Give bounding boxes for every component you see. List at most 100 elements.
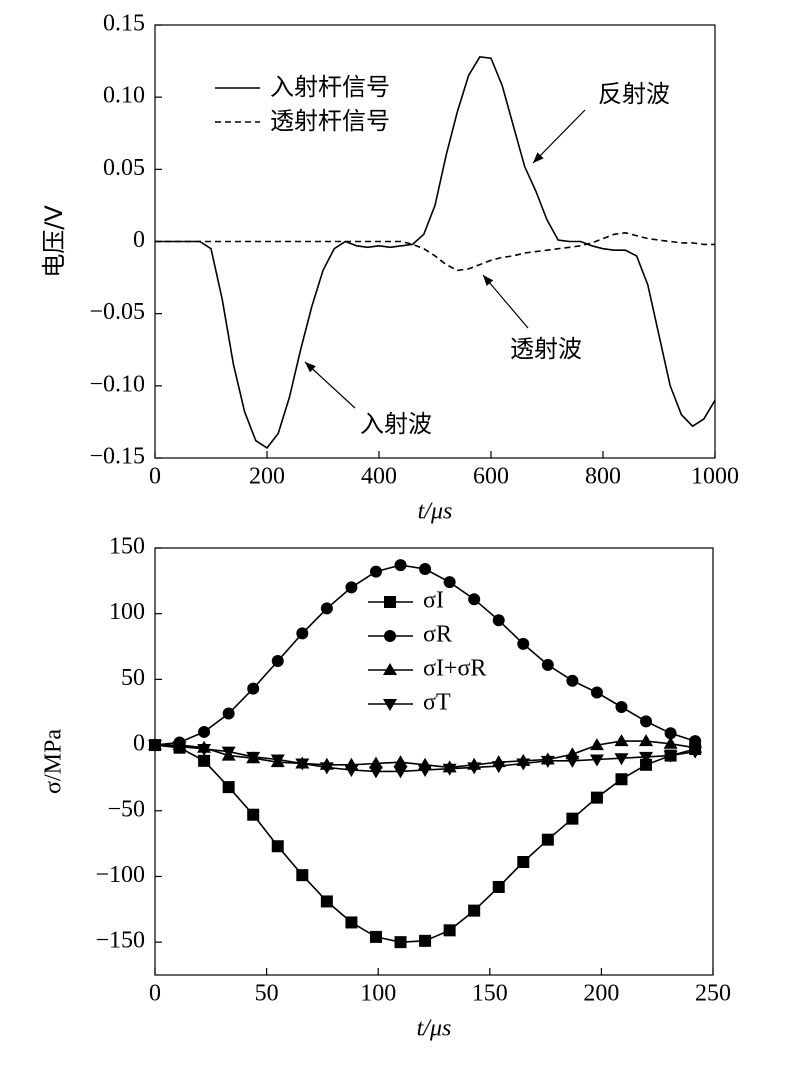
marker — [615, 773, 628, 786]
marker — [614, 753, 629, 766]
x-tick-label: 150 — [472, 981, 508, 1007]
series-line — [155, 55, 716, 449]
marker — [320, 602, 333, 615]
marker — [296, 627, 309, 640]
annotation-arrow — [304, 361, 356, 409]
marker — [369, 565, 382, 578]
marker — [541, 833, 554, 846]
marker — [639, 734, 654, 747]
x-tick-label: 800 — [585, 464, 621, 490]
annotation: 透射波 — [510, 335, 582, 363]
y-tick-label: 0 — [133, 731, 145, 757]
marker — [663, 736, 678, 749]
annotation: 入射波 — [360, 410, 432, 438]
x-tick-label: 1000 — [691, 464, 739, 490]
marker — [442, 763, 457, 776]
y-tick-label: −50 — [107, 796, 145, 822]
marker — [198, 754, 211, 767]
marker — [615, 700, 628, 713]
y-tick-label: 0 — [133, 227, 145, 253]
marker — [320, 895, 333, 908]
marker — [197, 744, 212, 757]
annotation-arrow — [482, 274, 529, 329]
x-axis-label: t/μs — [418, 499, 453, 525]
y-tick-label: −100 — [95, 862, 145, 888]
y-tick-label: 0.10 — [103, 83, 145, 109]
marker — [517, 637, 530, 650]
x-tick-label: 0 — [149, 464, 161, 490]
marker — [589, 738, 604, 751]
plot-frame — [154, 547, 714, 976]
marker — [589, 754, 604, 767]
series-line — [155, 231, 715, 272]
x-axis-label: t/μs — [417, 1016, 452, 1042]
marker — [565, 755, 580, 768]
legend-label: σR — [423, 622, 452, 648]
marker — [271, 654, 284, 667]
marker — [468, 904, 481, 917]
x-tick-label: 50 — [255, 981, 279, 1007]
x-tick-label: 600 — [473, 464, 509, 490]
marker — [393, 755, 408, 768]
y-axis-label: 电压/V — [40, 205, 68, 278]
marker — [394, 559, 407, 572]
marker — [394, 936, 407, 949]
legend-marker — [384, 596, 396, 608]
marker — [664, 727, 677, 740]
y-tick-label: −0.15 — [89, 444, 145, 470]
x-tick-label: 0 — [149, 981, 161, 1007]
marker — [296, 869, 309, 882]
legend-label: σT — [423, 690, 451, 716]
legend-label: 透射杆信号 — [270, 107, 390, 135]
marker — [640, 715, 653, 728]
marker — [566, 674, 579, 687]
marker — [541, 658, 554, 671]
marker — [344, 765, 359, 778]
marker — [590, 686, 603, 699]
marker — [221, 746, 236, 759]
marker — [345, 916, 358, 929]
marker — [368, 766, 383, 779]
legend-label: σI+σR — [423, 656, 486, 682]
marker — [468, 593, 481, 606]
marker — [540, 755, 555, 768]
legend-marker — [383, 663, 397, 675]
y-tick-label: −0.05 — [89, 299, 145, 325]
marker — [590, 791, 603, 804]
marker — [516, 758, 531, 771]
y-tick-label: 100 — [109, 599, 145, 625]
y-tick-label: 0.15 — [103, 11, 145, 37]
x-tick-label: 250 — [695, 981, 731, 1007]
marker — [247, 808, 260, 821]
marker — [148, 740, 162, 753]
marker — [663, 750, 678, 763]
marker — [270, 754, 285, 767]
legend-label: σI — [423, 588, 444, 614]
x-tick-label: 200 — [583, 981, 619, 1007]
marker — [222, 781, 235, 794]
marker — [319, 762, 334, 775]
marker — [419, 934, 432, 947]
y-tick-label: 150 — [109, 534, 145, 560]
marker — [443, 576, 456, 589]
legend-label: 入射杆信号 — [270, 73, 390, 101]
marker — [566, 812, 579, 825]
marker — [271, 840, 284, 853]
marker — [345, 581, 358, 594]
marker — [639, 751, 654, 764]
y-tick-label: 0.05 — [103, 155, 145, 181]
legend-marker — [384, 630, 396, 642]
y-tick-label: −0.10 — [89, 371, 145, 397]
marker — [688, 746, 703, 759]
marker — [467, 762, 482, 775]
marker — [419, 563, 432, 576]
marker — [295, 758, 310, 771]
marker — [517, 856, 530, 869]
marker — [443, 924, 456, 937]
marker — [492, 880, 505, 893]
x-tick-label: 200 — [249, 464, 285, 490]
marker — [198, 725, 211, 738]
marker — [640, 758, 653, 771]
marker — [246, 751, 261, 764]
